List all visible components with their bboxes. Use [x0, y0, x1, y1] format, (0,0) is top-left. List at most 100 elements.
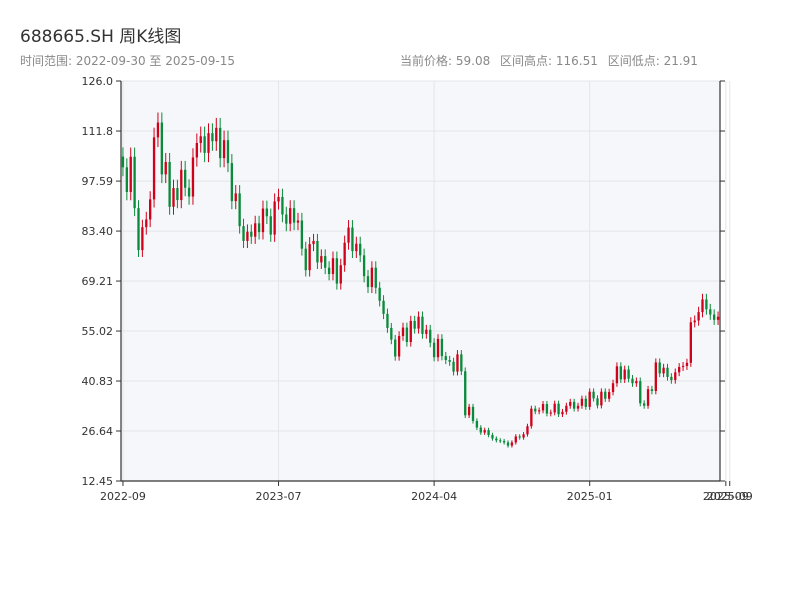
candles — [121, 112, 720, 448]
candle-body — [137, 208, 140, 251]
candle-body — [701, 299, 704, 313]
candle-body — [646, 389, 650, 406]
candle-body — [677, 367, 681, 373]
candle-body — [312, 240, 315, 245]
candle-body — [308, 244, 311, 271]
candle-body — [125, 167, 129, 192]
candle-body — [506, 442, 510, 446]
candle-body — [331, 258, 335, 275]
candle-body — [324, 256, 327, 268]
x-tick-label: 2025-09 — [707, 490, 753, 503]
candle-body — [483, 430, 486, 433]
candle-body — [611, 383, 615, 393]
candle-body — [316, 240, 319, 263]
candle-body — [121, 156, 125, 168]
candle-body — [366, 276, 370, 288]
candle-body — [296, 220, 300, 223]
candle-body — [219, 127, 222, 159]
candle-body — [697, 312, 700, 321]
candle-body — [215, 127, 218, 142]
y-tick-label: 40.83 — [82, 375, 114, 388]
candle-body — [530, 408, 533, 427]
candle-body — [600, 391, 603, 406]
y-tick-label: 55.02 — [82, 325, 114, 338]
candle-body — [685, 362, 689, 366]
candle-body — [627, 369, 630, 379]
candle-body — [226, 140, 230, 164]
candle-body — [553, 403, 556, 413]
y-tick-label: 111.8 — [82, 125, 114, 138]
candle-body — [281, 196, 284, 215]
candle-body — [522, 434, 525, 438]
candle-body — [631, 378, 634, 384]
candle-body — [549, 412, 552, 414]
candle-body — [716, 316, 720, 320]
candle-body — [347, 227, 350, 243]
candle-body — [222, 140, 226, 159]
x-tick-label: 2024-04 — [411, 490, 457, 503]
candle-body — [269, 216, 272, 235]
candle-body — [129, 156, 132, 192]
candle-body — [355, 243, 358, 252]
candle-body — [160, 122, 164, 175]
candle-body — [184, 169, 187, 188]
candle-body — [300, 220, 304, 249]
candle-body — [654, 362, 657, 391]
candle-body — [448, 359, 451, 362]
candle-body — [615, 366, 619, 384]
candle-body — [378, 287, 381, 301]
candle-body — [572, 401, 576, 409]
candle-body — [693, 320, 696, 323]
candle-body — [471, 406, 475, 421]
candle-body — [180, 169, 183, 201]
candle-body — [335, 258, 339, 284]
candle-body — [304, 248, 307, 271]
candle-body — [370, 267, 374, 288]
current-price-label: 当前价格: 59.08 — [400, 54, 491, 68]
candle-body — [238, 193, 241, 227]
candle-body — [261, 208, 265, 233]
candle-body — [382, 300, 385, 314]
candle-body — [133, 156, 136, 209]
candle-body — [588, 391, 591, 407]
time-range-label: 时间范围: 2022-09-30 至 2025-09-15 — [20, 54, 235, 68]
candle-body — [537, 410, 541, 412]
candle-body — [623, 369, 626, 380]
candle-body — [172, 188, 175, 207]
candle-body — [289, 208, 292, 224]
candle-body — [409, 320, 412, 343]
candle-body — [526, 426, 529, 435]
candle-body — [514, 436, 517, 443]
candle-body — [230, 163, 234, 202]
candle-body — [413, 320, 416, 329]
candle-body — [390, 327, 393, 340]
candle-body — [195, 142, 199, 158]
interval-low-label: 区间低点: 21.91 — [607, 54, 698, 68]
candle-body — [394, 339, 397, 357]
candle-body — [510, 442, 514, 446]
candle-body — [257, 223, 261, 233]
candle-body — [545, 404, 549, 414]
candle-body — [491, 435, 494, 439]
candle-body — [460, 354, 463, 372]
candle-body — [386, 313, 389, 328]
candle-body — [596, 398, 599, 406]
candle-body — [689, 322, 692, 363]
candle-body — [141, 227, 144, 251]
candle-body — [607, 392, 611, 399]
candle-body — [320, 256, 323, 263]
x-tick-label: 2025-09 — [703, 490, 749, 503]
candle-body — [670, 376, 673, 381]
y-tick-label: 83.40 — [82, 225, 114, 238]
candle-body — [432, 342, 436, 358]
candle-body — [425, 329, 428, 334]
candle-body — [362, 255, 366, 277]
candle-body — [658, 362, 661, 374]
price-stats: 当前价格: 59.08 区间高点: 116.51 区间低点: 21.91 — [400, 52, 704, 69]
candle-body — [176, 188, 179, 201]
candle-body — [156, 122, 160, 138]
candle-body — [397, 336, 401, 357]
candle-body — [502, 441, 506, 443]
candle-body — [592, 391, 595, 399]
candle-body — [429, 329, 432, 343]
